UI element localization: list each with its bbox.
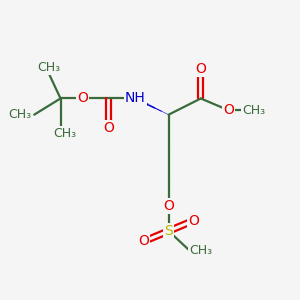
Text: O: O <box>195 62 206 76</box>
Text: O: O <box>138 234 149 248</box>
Text: O: O <box>103 121 114 135</box>
Text: S: S <box>164 224 173 238</box>
Text: CH₃: CH₃ <box>8 108 31 121</box>
Text: O: O <box>188 214 199 228</box>
Text: CH₃: CH₃ <box>53 127 76 140</box>
Text: CH₃: CH₃ <box>37 61 60 74</box>
Text: O: O <box>163 199 174 213</box>
Text: O: O <box>77 92 88 106</box>
Text: NH: NH <box>125 92 146 106</box>
Text: CH₃: CH₃ <box>189 244 212 256</box>
Text: O: O <box>223 103 234 117</box>
Text: CH₃: CH₃ <box>242 104 265 117</box>
